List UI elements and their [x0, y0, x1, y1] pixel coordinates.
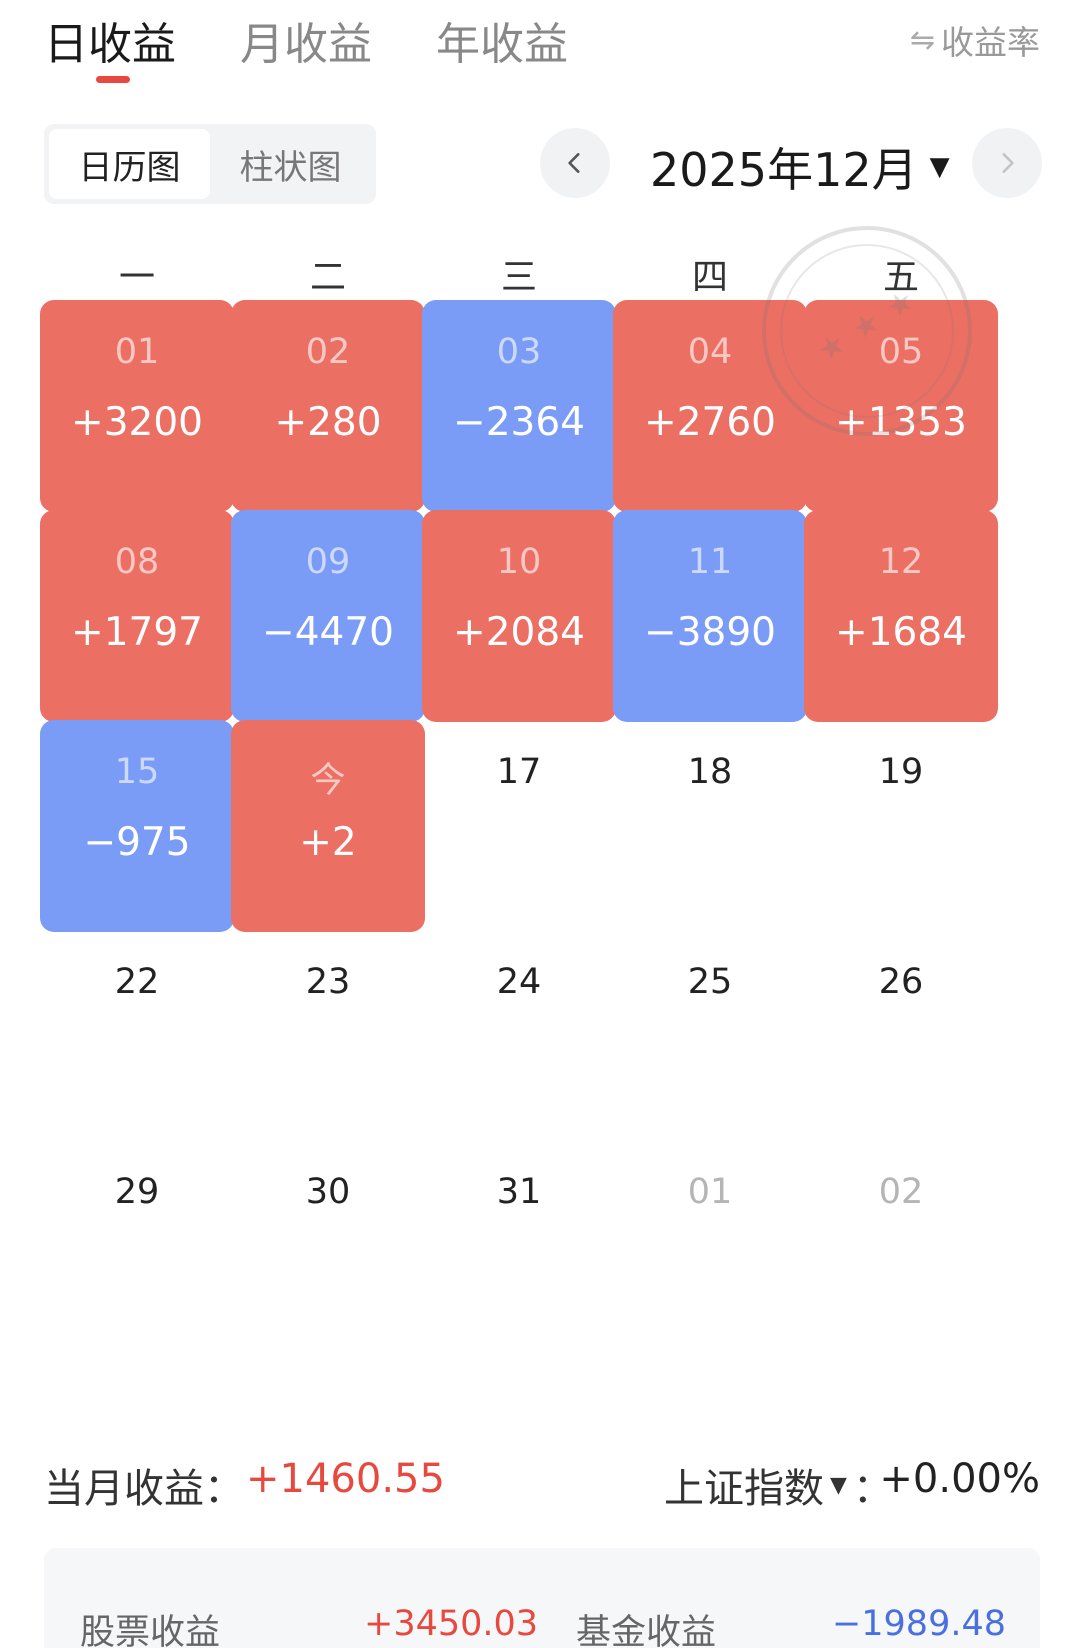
day-number: 今: [310, 761, 346, 801]
calendar-day[interactable]: 01 +3200: [40, 300, 234, 512]
month-picker[interactable]: 2025年12月 ▼: [650, 134, 950, 200]
day-earnings-value: −4470: [262, 610, 394, 655]
calendar-day[interactable]: 19: [804, 720, 998, 932]
calendar-day[interactable]: 03 −2364: [422, 300, 616, 512]
chevron-right-icon: [1002, 153, 1014, 173]
calendar-day[interactable]: 23: [231, 930, 425, 1142]
weekday-tue: 二: [309, 257, 346, 298]
stock-earnings-value: +3450.03: [364, 1604, 539, 1644]
calendar-day[interactable]: 09 −4470: [231, 510, 425, 722]
weekday-fri: 五: [882, 257, 919, 298]
day-number: 01: [687, 1172, 733, 1212]
day-number: 11: [687, 542, 733, 582]
calendar-day[interactable]: 30: [231, 1140, 425, 1352]
day-number: 02: [878, 1172, 924, 1212]
calendar-day[interactable]: 31: [422, 1140, 616, 1352]
day-earnings-value: +1353: [835, 400, 967, 445]
bar-chart-view-option[interactable]: 柱状图: [239, 147, 342, 188]
day-earnings-value: +2760: [644, 400, 776, 445]
calendar-day[interactable]: 12 +1684: [804, 510, 998, 722]
day-number: 17: [496, 752, 542, 792]
active-tab-indicator: [96, 76, 130, 83]
swap-arrows-icon: ⇋: [909, 22, 935, 58]
caret-down-icon: ▼: [830, 1472, 847, 1498]
day-number: 08: [114, 542, 160, 582]
index-selector-label: 上证指数: [664, 1466, 824, 1512]
calendar-day[interactable]: 18: [613, 720, 807, 932]
index-change-value: +0.00%: [879, 1456, 1040, 1502]
month-earnings-label: 当月收益：: [44, 1466, 244, 1512]
weekday-thu: 四: [691, 257, 728, 298]
day-earnings-value: +3200: [71, 400, 203, 445]
day-number: 29: [114, 1172, 160, 1212]
day-number: 19: [878, 752, 924, 792]
calendar-day[interactable]: 29: [40, 1140, 234, 1352]
day-number: 18: [687, 752, 733, 792]
earnings-breakdown-card: 股票收益 +3450.03 基金收益 −1989.48: [44, 1548, 1040, 1648]
day-earnings-value: +280: [274, 400, 382, 445]
tab-monthly[interactable]: 月收益: [240, 19, 372, 70]
day-number: 12: [878, 542, 924, 582]
day-earnings-value: −2364: [453, 400, 585, 445]
chart-type-toggle: 日历图 柱状图: [44, 124, 376, 204]
tab-daily[interactable]: 日收益: [44, 19, 176, 70]
day-number: 26: [878, 962, 924, 1002]
earnings-period-tabs: 日收益 月收益 年收益 ⇋ 收益率: [0, 0, 1080, 100]
calendar-day[interactable]: 11 −3890: [613, 510, 807, 722]
rate-toggle-button[interactable]: ⇋ 收益率: [910, 16, 1040, 64]
day-number: 24: [496, 962, 542, 1002]
day-number: 23: [305, 962, 351, 1002]
calendar-day[interactable]: 15 −975: [40, 720, 234, 932]
calendar-day[interactable]: 26: [804, 930, 998, 1142]
day-earnings-value: −3890: [644, 610, 776, 655]
day-number: 03: [496, 332, 542, 372]
day-number: 04: [687, 332, 733, 372]
day-earnings-value: +2: [299, 820, 357, 865]
calendar-day[interactable]: 08 +1797: [40, 510, 234, 722]
calendar-day[interactable]: 05 +1353: [804, 300, 998, 512]
weekday-mon: 一: [118, 257, 155, 298]
next-month-button[interactable]: [972, 128, 1042, 198]
fund-earnings-value: −1989.48: [831, 1604, 1006, 1644]
day-number: 31: [496, 1172, 542, 1212]
day-earnings-value: +2084: [453, 610, 585, 655]
day-earnings-value: +1797: [71, 610, 203, 655]
day-earnings-value: −975: [83, 820, 191, 865]
caret-down-icon: ▼: [929, 152, 950, 182]
day-number: 22: [114, 962, 160, 1002]
calendar-day[interactable]: 10 +2084: [422, 510, 616, 722]
monthly-summary: 当月收益： +1460.55 上证指数 ▼ ： +0.00%: [44, 1456, 1040, 1516]
calendar-day-other-month[interactable]: 02: [804, 1140, 998, 1352]
index-selector[interactable]: 上证指数 ▼ ：: [664, 1456, 893, 1514]
calendar-day-other-month[interactable]: 01: [613, 1140, 807, 1352]
month-picker-label: 2025年12月: [650, 143, 918, 197]
day-number: 30: [305, 1172, 351, 1212]
day-number: 01: [114, 332, 160, 372]
calendar-day[interactable]: 04 +2760: [613, 300, 807, 512]
calendar-day[interactable]: 25: [613, 930, 807, 1142]
calendar-day[interactable]: 今 +2: [231, 720, 425, 932]
stock-earnings-label: 股票收益: [80, 1613, 221, 1648]
index-separator: ：: [852, 1466, 893, 1512]
day-number: 15: [114, 752, 160, 792]
chevron-left-icon: [568, 153, 580, 173]
day-earnings-value: +1684: [835, 610, 967, 655]
calendar-day[interactable]: 24: [422, 930, 616, 1142]
calendar-view-option[interactable]: 日历图: [49, 129, 210, 199]
weekday-wed: 三: [500, 257, 537, 298]
day-number: 05: [878, 332, 924, 372]
month-earnings-value: +1460.55: [246, 1456, 445, 1502]
day-number: 02: [305, 332, 351, 372]
day-number: 09: [305, 542, 351, 582]
rate-toggle-label: 收益率: [941, 23, 1040, 62]
day-number: 25: [687, 962, 733, 1002]
prev-month-button[interactable]: [540, 128, 610, 198]
calendar-day[interactable]: 17: [422, 720, 616, 932]
calendar-day[interactable]: 02 +280: [231, 300, 425, 512]
day-number: 10: [496, 542, 542, 582]
fund-earnings-label: 基金收益: [576, 1613, 717, 1648]
tab-yearly[interactable]: 年收益: [436, 19, 568, 70]
calendar-day[interactable]: 22: [40, 930, 234, 1142]
